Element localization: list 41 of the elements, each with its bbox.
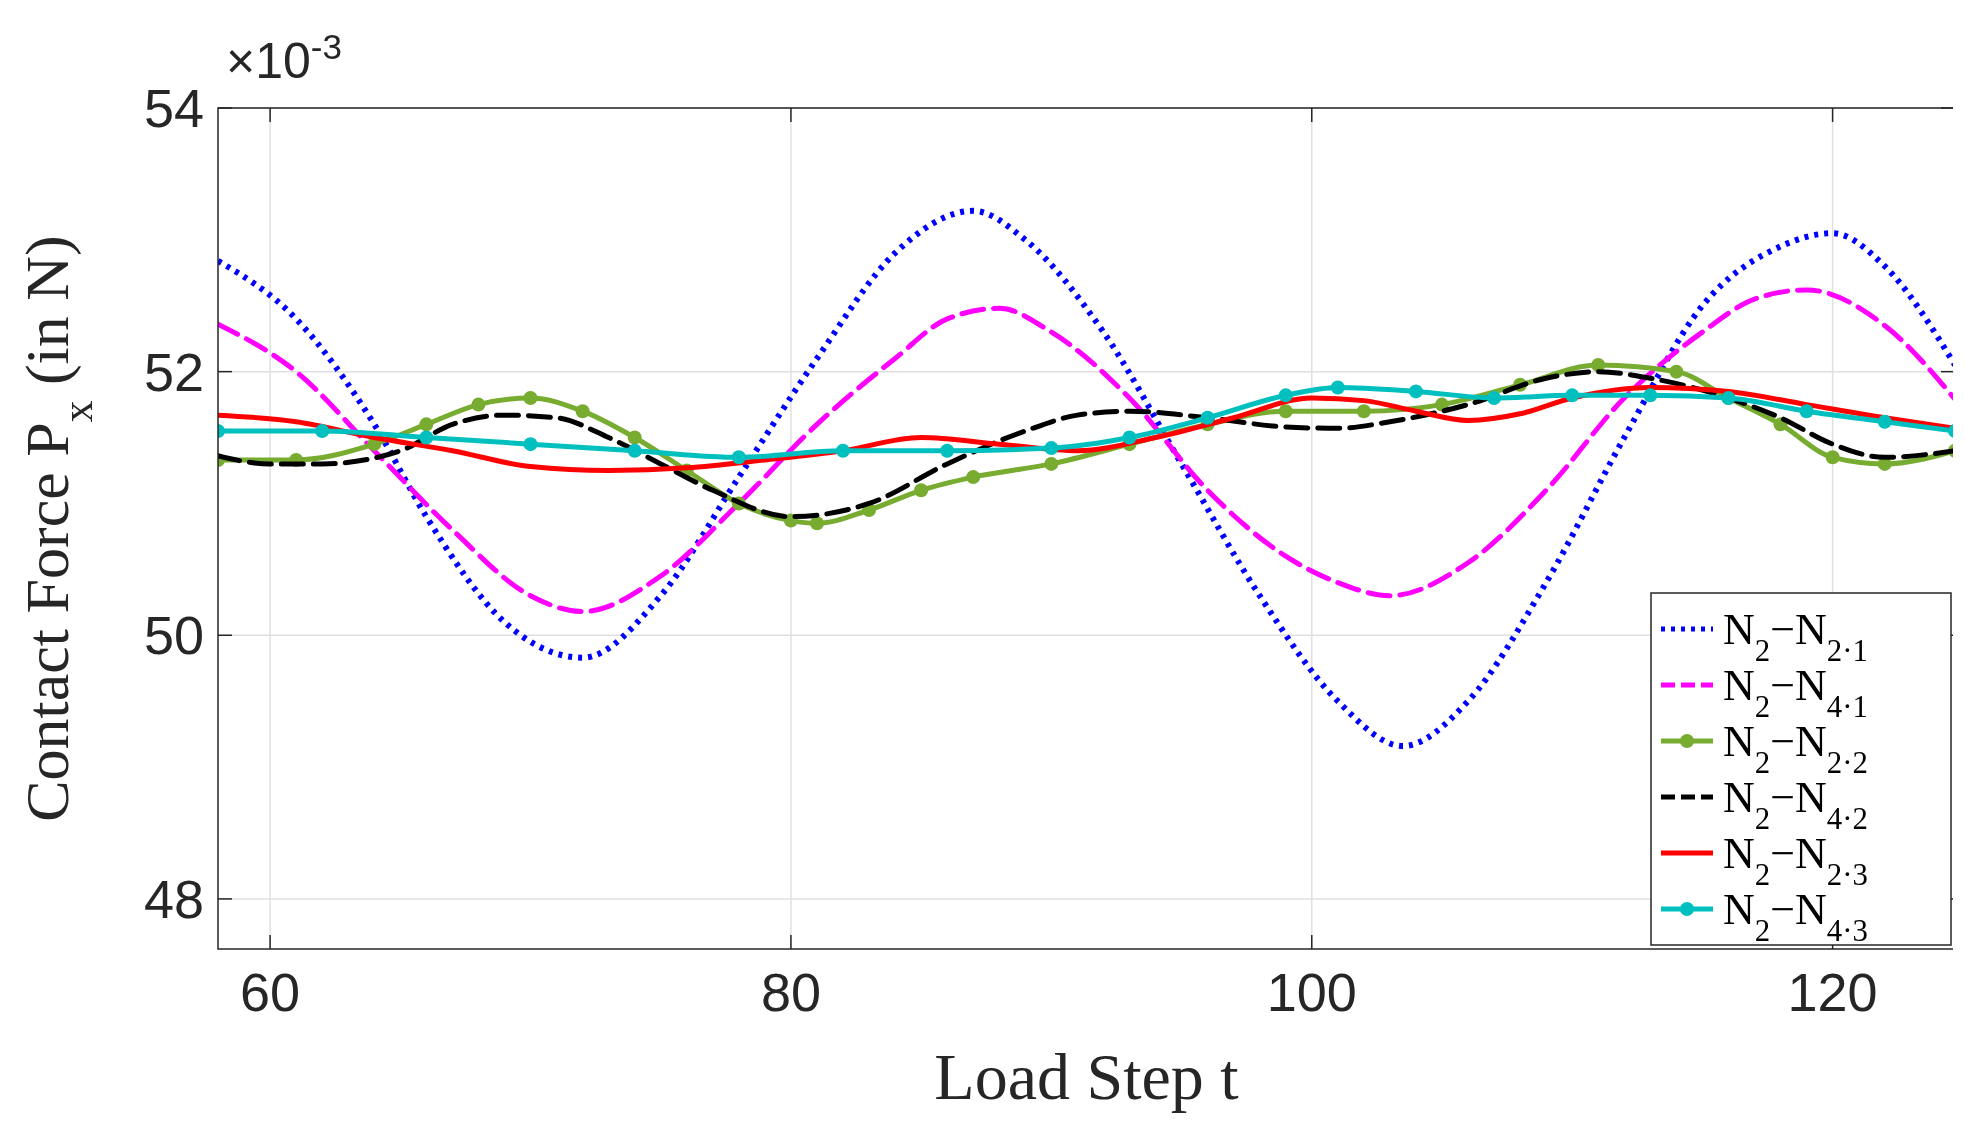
- point: [1278, 388, 1293, 403]
- point: [1356, 404, 1371, 419]
- point: [914, 483, 929, 498]
- point: [940, 443, 955, 458]
- x-tick-label: 100: [1266, 962, 1357, 1022]
- x-axis-title: Load Step t: [934, 1040, 1239, 1113]
- point: [1330, 380, 1345, 395]
- point: [966, 470, 981, 485]
- point: [419, 417, 434, 432]
- point: [1565, 388, 1580, 403]
- x-tick-label: 120: [1787, 962, 1878, 1022]
- point: [1200, 410, 1215, 425]
- point: [1122, 430, 1137, 445]
- point: [1487, 391, 1502, 405]
- x-tick-label: 80: [760, 962, 821, 1022]
- point: [1825, 450, 1840, 465]
- point: [523, 391, 538, 405]
- point: [575, 404, 590, 419]
- point: [809, 516, 824, 531]
- point: [627, 430, 642, 445]
- point: [1044, 456, 1059, 471]
- point: [731, 450, 746, 465]
- y-tick-label: 52: [143, 341, 204, 402]
- point: [1799, 404, 1814, 419]
- point: [1643, 388, 1658, 403]
- point: [315, 423, 330, 438]
- point: [1669, 364, 1684, 379]
- y-tick-label: 50: [143, 605, 204, 666]
- text: ×10$^{-3}$: [226, 26, 342, 89]
- y-tick-label: 48: [143, 868, 204, 929]
- x-tick-label: 60: [240, 962, 301, 1022]
- point: [523, 437, 538, 452]
- point: [471, 397, 486, 412]
- point: [1408, 384, 1423, 399]
- point: [1278, 404, 1293, 419]
- point: [1877, 414, 1892, 429]
- point: [1044, 441, 1059, 456]
- point: [419, 430, 434, 445]
- y-tick-label: 54: [143, 77, 204, 138]
- point: [627, 443, 642, 458]
- point: [836, 443, 851, 458]
